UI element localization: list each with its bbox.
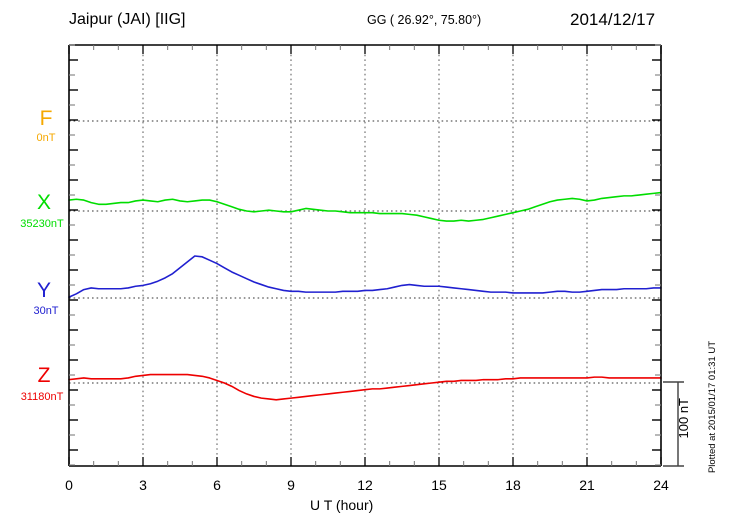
scale-bar-label: 100 nT — [676, 398, 691, 439]
x-tick-label-21: 21 — [579, 477, 595, 493]
x-tick-label-0: 0 — [65, 477, 73, 493]
x-axis-title: U T (hour) — [310, 497, 374, 513]
scale-bar — [663, 381, 684, 467]
component-baseline-x: 35230nT — [20, 218, 64, 230]
x-tick-label-9: 9 — [287, 477, 295, 493]
component-label-x: X — [36, 191, 51, 214]
trace-z — [68, 373, 662, 401]
x-tick-label-3: 3 — [139, 477, 147, 493]
component-label-z: Z — [37, 364, 51, 387]
component-label-y: Y — [36, 279, 51, 302]
x-tick-label-15: 15 — [431, 477, 447, 493]
geographic-coordinates: GG ( 26.92°, 75.80°) — [367, 13, 482, 27]
axes-layer — [68, 44, 662, 467]
component-baseline-y: 30nT — [33, 305, 59, 317]
station-title: Jaipur (JAI) [IIG] — [69, 11, 186, 28]
component-baseline-z: 31180nT — [20, 391, 64, 403]
component-label-f: F — [39, 107, 53, 130]
observation-date: 2014/12/17 — [570, 10, 656, 29]
traces-layer — [68, 191, 662, 401]
x-tick-label-24: 24 — [653, 477, 669, 493]
x-tick-label-12: 12 — [357, 477, 373, 493]
component-baseline-f: 0nT — [36, 132, 56, 144]
x-tick-label-6: 6 — [213, 477, 221, 493]
trace-y — [68, 255, 662, 298]
grid-layer — [69, 45, 661, 466]
plotted-timestamp: Plotted at 2015/01/17 01:31 UT — [707, 341, 718, 474]
x-tick-label-18: 18 — [505, 477, 521, 493]
trace-x — [68, 191, 662, 222]
